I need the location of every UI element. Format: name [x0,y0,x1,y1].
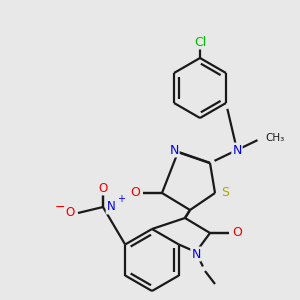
Text: N: N [191,248,201,260]
Text: O: O [232,226,242,239]
Text: O: O [65,206,75,220]
Text: −: − [55,200,65,214]
Text: O: O [130,187,140,200]
Text: N: N [232,143,242,157]
Text: CH₃: CH₃ [265,133,284,143]
Text: +: + [117,194,125,204]
Text: S: S [221,187,229,200]
Text: N: N [169,143,179,157]
Text: Cl: Cl [194,35,206,49]
Text: N: N [106,200,116,214]
Text: O: O [98,182,108,194]
